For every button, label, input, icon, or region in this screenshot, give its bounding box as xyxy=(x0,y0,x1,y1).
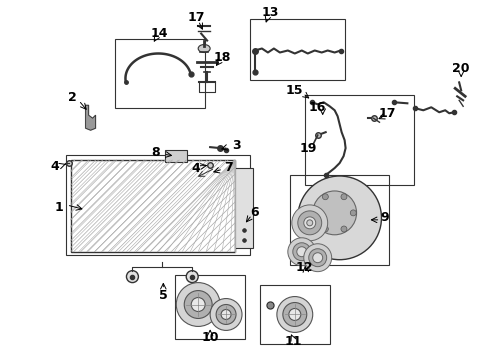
Text: 1: 1 xyxy=(54,201,63,215)
Text: 15: 15 xyxy=(285,84,303,97)
Circle shape xyxy=(288,309,300,320)
Polygon shape xyxy=(85,105,95,130)
Circle shape xyxy=(303,244,331,272)
Text: 19: 19 xyxy=(299,141,316,155)
Text: 17: 17 xyxy=(187,11,204,24)
Circle shape xyxy=(312,191,356,235)
Bar xyxy=(165,150,187,162)
Circle shape xyxy=(191,298,205,311)
Circle shape xyxy=(297,176,381,260)
Text: 18: 18 xyxy=(213,51,230,64)
Circle shape xyxy=(186,271,198,283)
Text: 13: 13 xyxy=(261,6,278,19)
Text: 5: 5 xyxy=(159,289,167,302)
Circle shape xyxy=(340,194,346,200)
Bar xyxy=(304,95,413,185)
Circle shape xyxy=(291,205,327,241)
Text: 11: 11 xyxy=(284,335,301,348)
Text: 17: 17 xyxy=(378,107,395,120)
Bar xyxy=(260,285,329,345)
Bar xyxy=(65,155,249,255)
Text: 10: 10 xyxy=(201,331,219,344)
Text: 12: 12 xyxy=(295,261,313,274)
Circle shape xyxy=(322,194,327,200)
Circle shape xyxy=(297,211,321,235)
Circle shape xyxy=(303,217,315,229)
Text: 9: 9 xyxy=(379,211,388,224)
Bar xyxy=(235,168,252,248)
Circle shape xyxy=(292,243,310,261)
Bar xyxy=(175,275,244,339)
Ellipse shape xyxy=(198,45,210,53)
Text: 16: 16 xyxy=(308,101,325,114)
Text: 6: 6 xyxy=(250,206,259,219)
Text: 20: 20 xyxy=(451,62,469,75)
Text: 3: 3 xyxy=(231,139,240,152)
Circle shape xyxy=(184,291,212,319)
Bar xyxy=(289,175,388,265)
Circle shape xyxy=(287,238,315,266)
Circle shape xyxy=(210,298,242,330)
Circle shape xyxy=(349,210,356,216)
Circle shape xyxy=(216,305,236,324)
Circle shape xyxy=(126,271,138,283)
Text: 14: 14 xyxy=(150,27,168,40)
Circle shape xyxy=(322,226,327,232)
Bar xyxy=(71,160,235,252)
Circle shape xyxy=(276,297,312,332)
Circle shape xyxy=(312,253,322,263)
Circle shape xyxy=(306,220,312,226)
Text: 4: 4 xyxy=(50,159,59,172)
Circle shape xyxy=(221,310,230,319)
Bar xyxy=(115,39,205,108)
Text: 2: 2 xyxy=(68,91,77,104)
Bar xyxy=(249,19,344,80)
Text: 8: 8 xyxy=(151,145,159,159)
Text: 4: 4 xyxy=(191,162,200,175)
Circle shape xyxy=(176,283,220,327)
Circle shape xyxy=(312,210,318,216)
Text: 7: 7 xyxy=(223,161,232,174)
Circle shape xyxy=(282,302,306,327)
Circle shape xyxy=(340,226,346,232)
Circle shape xyxy=(308,249,326,267)
Circle shape xyxy=(296,247,306,257)
